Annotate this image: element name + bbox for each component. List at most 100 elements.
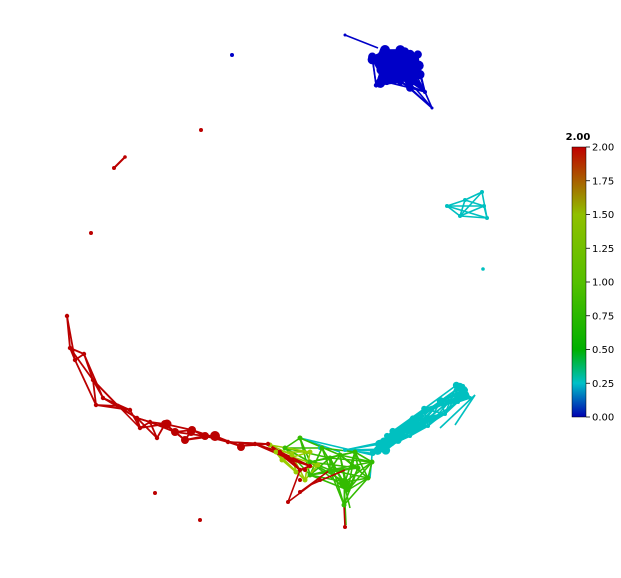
graph-node [286,500,290,504]
graph-edge [412,400,450,420]
graph-node [319,445,325,451]
graph-node [396,430,403,437]
graph-node [64,313,70,319]
colorbar-title: 2.00 [566,132,591,143]
graph-node [187,428,195,436]
graph-node [369,459,375,465]
graph-node [225,439,231,445]
graph-node [418,421,425,428]
graph-node [400,47,410,56]
graph-edge [347,461,373,491]
colorbar-tick-label: 1.25 [592,244,614,255]
graph-node [265,441,271,447]
graph-edge [149,421,158,439]
graph-node [153,491,157,495]
graph-node [373,82,379,88]
graph-node [481,267,485,271]
graph-node [327,467,333,473]
graph-node [381,445,391,455]
graph-node [154,435,160,441]
graph-node [397,78,404,86]
graph-edge [329,454,341,471]
graph-nodes [64,33,489,529]
graph-edge [424,91,433,109]
graph-edge [420,400,450,425]
graph-node [201,432,209,440]
graph-node [337,452,343,458]
graph-node [423,90,427,94]
graph-node [307,463,313,469]
graph-edge [347,467,359,491]
graph-node [112,166,116,170]
graph-node [279,457,285,463]
graph-node [406,59,415,67]
graph-node [389,67,402,80]
graph-edge [269,444,311,453]
colorbar: 2.00 2.00 1.75 1.50 1.25 1.00 0.75 0.50 0.25 0.0… [566,132,615,424]
graph-edge [299,469,331,493]
graph-edge [354,451,369,479]
graph-node [230,53,234,57]
graph-edge [309,447,323,476]
graph-edge [309,474,346,483]
colorbar-tick-label: 0.75 [592,311,614,322]
graph-edge [454,394,476,426]
graph-node [405,73,418,86]
graph-edge [459,199,466,217]
graph-node [252,441,258,447]
graph-edge [136,417,151,423]
graph-edge [446,205,488,219]
graph-edge [464,191,483,201]
graph-node [365,475,371,481]
graph-edge [269,444,293,456]
graph-edge [423,384,457,410]
graph-node [171,428,179,436]
graph-node [127,407,133,413]
graph-node [307,449,313,455]
graph-node [485,216,489,220]
graph-node [289,457,295,463]
graph-edge [113,156,126,169]
colorbar-tick-label: 1.50 [592,210,614,221]
graph-node [297,467,303,473]
graph-node [408,434,412,438]
graph-node [468,396,472,400]
graph-node [134,415,140,421]
graph-node [446,398,453,405]
graph-node [341,502,347,508]
graph-node [327,455,333,461]
graph-edge [74,359,97,406]
graph-node [463,198,467,202]
graph-edge [459,215,488,219]
graph-edge [309,474,349,491]
graph-node [303,468,307,472]
graph-node [430,106,434,110]
colorbar-tick-label: 0.50 [592,345,614,356]
graph-node [90,377,96,383]
graph-edge [347,477,369,491]
graph-node [199,128,203,132]
graph-node [198,518,202,522]
graph-edge [446,205,461,217]
graph-node [455,382,465,392]
graph-node [282,445,288,451]
graph-edge [287,469,301,503]
graph-edge [69,347,94,381]
graph-edge [309,469,346,486]
graph-node [115,403,121,409]
graph-node [210,431,220,441]
graph-node [436,397,445,405]
graph-node [237,443,245,451]
graph-node [421,405,428,412]
graph-edge [284,437,301,449]
colorbar-tick-label: 0.00 [592,413,614,424]
graph-edge [430,401,459,421]
graph-node [298,490,302,494]
graph-node [273,449,279,455]
graph-node [394,436,402,444]
graph-edge [69,347,85,355]
graph-node [297,435,303,441]
graph-node [406,83,415,92]
graph-node [411,424,420,433]
graph-edge [344,34,379,49]
